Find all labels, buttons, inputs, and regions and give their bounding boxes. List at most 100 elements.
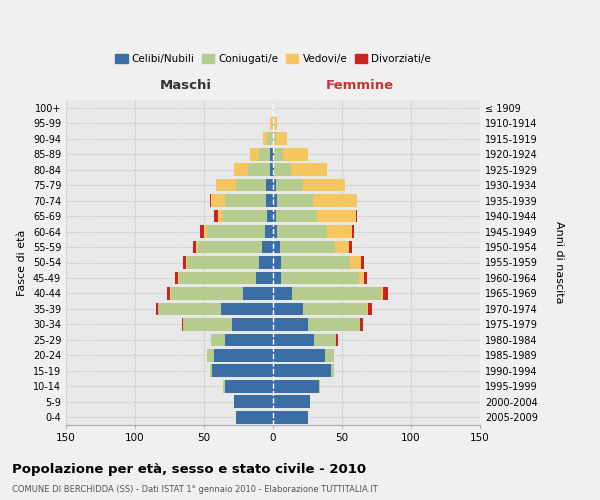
Bar (211, 194, 224, 207)
Bar (273, 256, 281, 269)
Text: Femmine: Femmine (326, 79, 394, 92)
Bar (235, 396, 273, 408)
Bar (274, 164, 291, 176)
Bar (273, 349, 325, 362)
Bar (331, 364, 334, 377)
Bar (364, 272, 367, 284)
Bar (273, 334, 314, 346)
Bar (211, 334, 224, 346)
Bar (270, 117, 272, 130)
Bar (368, 302, 373, 316)
Bar (273, 179, 276, 192)
Bar (273, 364, 331, 377)
Legend: Celibi/Nubili, Coniugati/e, Vedovi/e, Divorziati/e: Celibi/Nubili, Coniugati/e, Vedovi/e, Di… (111, 50, 435, 68)
Bar (186, 256, 187, 269)
Bar (313, 194, 357, 207)
Bar (272, 117, 273, 130)
Bar (273, 318, 308, 331)
Bar (218, 210, 223, 222)
Bar (335, 240, 349, 254)
Bar (178, 272, 179, 284)
Bar (277, 194, 313, 207)
Bar (224, 380, 273, 392)
Bar (304, 302, 367, 316)
Bar (273, 225, 277, 238)
Bar (171, 287, 242, 300)
Bar (207, 225, 265, 238)
Bar (325, 349, 334, 362)
Bar (273, 380, 319, 392)
Bar (274, 117, 277, 130)
Bar (200, 225, 204, 238)
Bar (225, 194, 266, 207)
Bar (214, 349, 273, 362)
Bar (359, 272, 364, 284)
Bar (204, 225, 207, 238)
Bar (184, 318, 232, 331)
Bar (273, 302, 304, 316)
Bar (292, 287, 380, 300)
Bar (268, 210, 273, 222)
Bar (266, 194, 273, 207)
Bar (248, 164, 270, 176)
Bar (319, 380, 320, 392)
Bar (209, 364, 212, 377)
Bar (276, 210, 317, 222)
Bar (367, 302, 368, 316)
Bar (380, 287, 383, 300)
Bar (193, 240, 196, 254)
Bar (265, 225, 273, 238)
Bar (268, 132, 273, 145)
Y-axis label: Fasce di età: Fasce di età (17, 230, 27, 296)
Bar (223, 210, 268, 222)
Bar (199, 240, 262, 254)
Bar (156, 302, 158, 316)
Bar (281, 272, 359, 284)
Bar (270, 148, 273, 160)
Bar (352, 225, 355, 238)
Bar (175, 272, 178, 284)
Bar (280, 240, 335, 254)
Bar (317, 210, 356, 222)
Bar (236, 179, 266, 192)
Bar (273, 164, 274, 176)
Bar (196, 240, 199, 254)
Text: Popolazione per età, sesso e stato civile - 2010: Popolazione per età, sesso e stato civil… (12, 462, 366, 475)
Bar (273, 132, 276, 145)
Bar (270, 164, 273, 176)
Bar (281, 256, 350, 269)
Bar (179, 272, 256, 284)
Bar (209, 194, 211, 207)
Bar (212, 364, 273, 377)
Bar (383, 287, 388, 300)
Y-axis label: Anni di nascita: Anni di nascita (554, 221, 565, 304)
Bar (182, 318, 184, 331)
Bar (259, 148, 270, 160)
Bar (223, 380, 224, 392)
Bar (337, 334, 338, 346)
Bar (283, 148, 308, 160)
Bar (262, 240, 273, 254)
Bar (214, 210, 218, 222)
Bar (291, 164, 327, 176)
Bar (273, 148, 274, 160)
Bar (273, 411, 308, 424)
Bar (314, 334, 337, 346)
Bar (360, 318, 362, 331)
Bar (207, 349, 214, 362)
Bar (349, 240, 352, 254)
Bar (308, 318, 360, 331)
Text: COMUNE DI BERCHIDDA (SS) - Dati ISTAT 1° gennaio 2010 - Elaborazione TUTTITALIA.: COMUNE DI BERCHIDDA (SS) - Dati ISTAT 1°… (12, 485, 378, 494)
Bar (250, 148, 259, 160)
Bar (266, 179, 273, 192)
Bar (327, 225, 352, 238)
Bar (232, 318, 273, 331)
Bar (304, 179, 345, 192)
Bar (273, 240, 280, 254)
Bar (256, 272, 273, 284)
Bar (184, 256, 186, 269)
Bar (158, 302, 221, 316)
Bar (273, 396, 310, 408)
Bar (170, 287, 171, 300)
Bar (277, 225, 327, 238)
